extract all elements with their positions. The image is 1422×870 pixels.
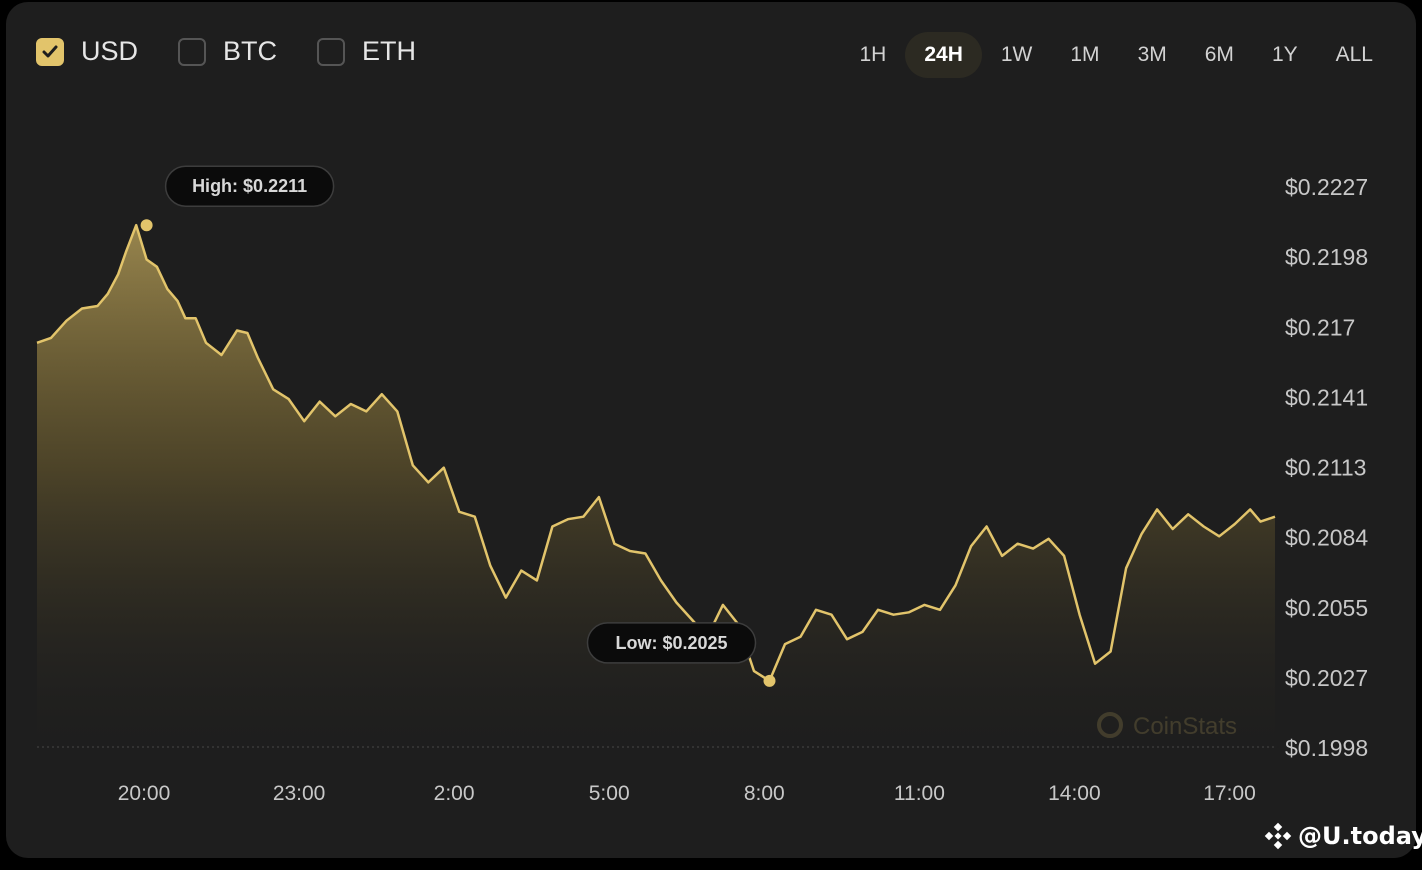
range-1y-tab[interactable]: 1Y bbox=[1271, 43, 1298, 66]
range-3m-tab[interactable]: 3M bbox=[1137, 43, 1167, 66]
eth-checkbox[interactable] bbox=[317, 37, 346, 66]
currency-eth-option[interactable]: ETH bbox=[317, 36, 416, 67]
currency-btc-option[interactable]: BTC bbox=[178, 36, 277, 67]
btc-label: BTC bbox=[223, 36, 278, 66]
x-tick-label: 23:00 bbox=[273, 782, 326, 805]
usd-label: USD bbox=[81, 36, 139, 66]
currency-usd-option[interactable]: USD bbox=[36, 36, 138, 67]
price-area bbox=[37, 225, 1275, 767]
range-1w-tab[interactable]: 1W bbox=[1000, 43, 1033, 66]
range-24h-tab[interactable]: 24H bbox=[905, 32, 982, 78]
utoday-watermark: @U.today bbox=[1264, 822, 1422, 850]
range-all-tab[interactable]: ALL bbox=[1335, 43, 1373, 66]
range-1m-tab[interactable]: 1M bbox=[1070, 43, 1100, 66]
range-6m-tab[interactable]: 6M bbox=[1204, 43, 1234, 66]
y-tick-label: $0.2141 bbox=[1285, 384, 1368, 410]
x-tick-label: 5:00 bbox=[589, 782, 630, 805]
x-tick-label: 2:00 bbox=[434, 782, 475, 805]
watermark-text: @U.today bbox=[1298, 822, 1422, 850]
btc-checkbox[interactable] bbox=[178, 37, 207, 66]
low-label: Low: $0.2025 bbox=[615, 633, 727, 653]
binance-diamond-icon bbox=[1264, 822, 1292, 850]
x-tick-label: 14:00 bbox=[1048, 782, 1101, 805]
high-marker bbox=[140, 219, 153, 232]
price-line bbox=[36, 223, 1276, 683]
x-tick-label: 17:00 bbox=[1203, 782, 1256, 805]
time-range-tabs: 1H 24H 1W 1M 3M 6M 1Y ALL bbox=[840, 32, 1392, 78]
y-tick-label: $0.2227 bbox=[1285, 174, 1368, 200]
y-tick-label: $0.2084 bbox=[1285, 525, 1368, 551]
x-tick-label: 8:00 bbox=[744, 782, 785, 805]
currency-selector: USD BTC ETH bbox=[36, 36, 456, 67]
price-chart: CoinStats $0.2227 $0.2198 $0.217 $0.2141 $0.2… bbox=[36, 165, 1368, 805]
y-tick-label: $0.2055 bbox=[1285, 595, 1368, 621]
usd-checkbox[interactable] bbox=[36, 37, 64, 66]
y-tick-label: $0.2113 bbox=[1285, 455, 1366, 481]
low-label-box bbox=[586, 622, 757, 664]
range-1h-tab[interactable]: 1H bbox=[859, 43, 887, 66]
y-tick-label: $0.2027 bbox=[1285, 665, 1368, 691]
low-marker bbox=[763, 674, 776, 687]
coinstats-logo-icon bbox=[1097, 712, 1123, 738]
coinstats-watermark-text: CoinStats bbox=[1133, 713, 1237, 740]
x-tick-label: 11:00 bbox=[894, 782, 945, 805]
x-tick-label: 20:00 bbox=[118, 782, 171, 805]
eth-label: ETH bbox=[362, 36, 417, 66]
chart-panel: CoinStats $0.2227 $0.2198 $0.217 $0.2141 $0.2… bbox=[6, 2, 1416, 858]
high-label-box bbox=[164, 165, 335, 207]
y-tick-label: $0.2198 bbox=[1285, 244, 1368, 270]
y-tick-label: $0.1998 bbox=[1285, 735, 1368, 761]
high-label: High: $0.2211 bbox=[192, 176, 307, 196]
coinstats-watermark: CoinStats bbox=[1097, 712, 1237, 740]
y-tick-label: $0.217 bbox=[1285, 314, 1355, 340]
check-icon bbox=[42, 45, 58, 57]
